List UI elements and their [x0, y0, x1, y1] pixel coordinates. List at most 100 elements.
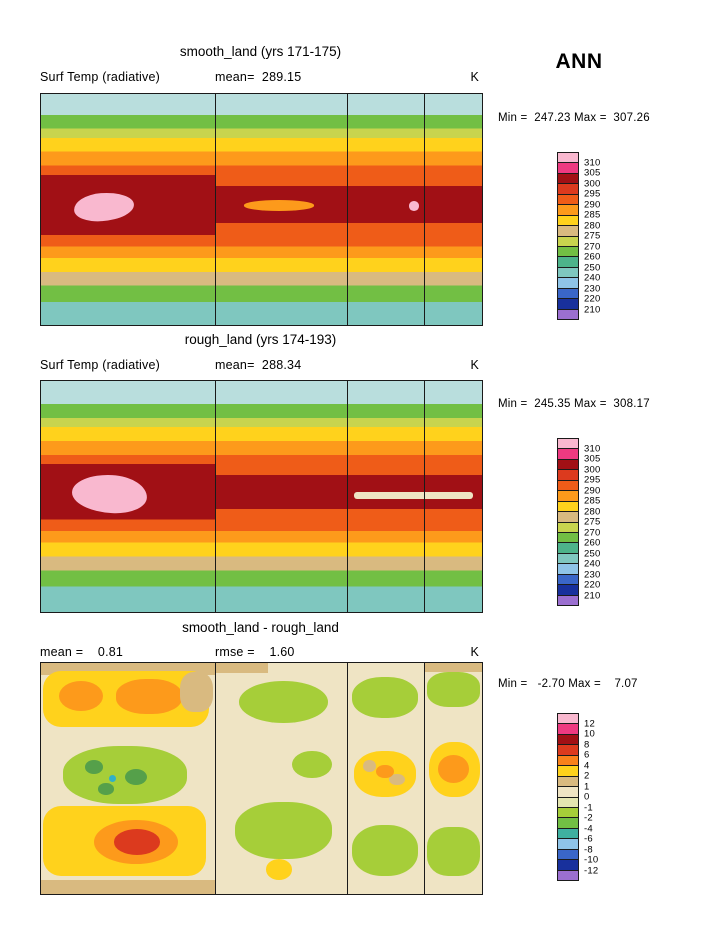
- colorbar-tick-label: -4: [584, 823, 593, 834]
- basin-divider-line: [346, 663, 348, 894]
- colorbar-tick-label: 8: [584, 739, 590, 750]
- panel2-mean-label: mean= 288.34: [215, 358, 302, 372]
- contour-blob: [351, 676, 419, 719]
- contour-blob: [376, 764, 394, 779]
- contour-blob: [265, 859, 293, 881]
- panel1-header-row: Surf Temp (radiative) mean= 289.15 K: [40, 70, 481, 85]
- contour-blob: [239, 681, 328, 724]
- colorbar-tick-label: -10: [584, 854, 599, 866]
- colorbar-box: [557, 869, 579, 881]
- colorbar-tick-label: 260: [584, 251, 601, 263]
- panel3-difference-map: [40, 662, 483, 895]
- panel3-rmse-label: rmse = 1.60: [215, 645, 295, 659]
- colorbar-tick-label: 280: [584, 506, 601, 517]
- contour-blob: [179, 672, 213, 712]
- contour-blob: [109, 775, 117, 782]
- colorbar-tick-label: 285: [584, 209, 601, 221]
- colorbar-tick-label: 12: [584, 718, 595, 729]
- contour-blob: [41, 663, 215, 675]
- panel3-header-row: mean = 0.81 rmse = 1.60 K: [40, 645, 481, 660]
- colorbar-tick-label: 305: [584, 167, 601, 179]
- basin-divider-line: [214, 663, 216, 894]
- contour-band-overlay: [214, 223, 482, 235]
- colorbar-tick-label: -6: [584, 833, 593, 845]
- max-temp-pink-dot: [409, 201, 419, 211]
- colorbar-tick-label: 0: [584, 791, 590, 803]
- contour-blob: [124, 769, 147, 786]
- contour-blob: [113, 829, 161, 855]
- panel1-mean-label: mean= 289.15: [215, 70, 302, 84]
- colorbar-tick-label: -8: [584, 844, 593, 855]
- panel1-minmax-label: Min = 247.23 Max = 307.26: [498, 112, 650, 124]
- panel2-variable-label: Surf Temp (radiative): [40, 358, 160, 372]
- contour-blob: [235, 801, 333, 860]
- panel2-title: rough_land (yrs 174-193): [184, 332, 337, 347]
- panel1-contour-map: [40, 93, 483, 326]
- colorbar-tick-label: 230: [584, 569, 601, 580]
- panel1-variable-label: Surf Temp (radiative): [40, 70, 160, 84]
- colorbar-tick-label: 270: [584, 527, 601, 538]
- colorbar-tick-label: 300: [584, 178, 601, 189]
- colorbar-tick-label: 250: [584, 548, 601, 559]
- contour-blob: [362, 760, 377, 772]
- contour-blob: [424, 663, 482, 673]
- panel1-units-label: K: [470, 70, 479, 84]
- colorbar-tick-label: 295: [584, 188, 601, 200]
- colorbar-tick-label: 220: [584, 579, 601, 591]
- panel3-colorbar: 12 10 8 6 4 2 1 0 -1 -2 -4 -6 -8 -10 -12: [557, 713, 598, 881]
- basin-divider-line: [214, 94, 216, 325]
- season-title: ANN: [555, 50, 603, 73]
- colorbar-tick-label: 285: [584, 495, 601, 507]
- colorbar-box: [557, 308, 579, 320]
- colorbar-tick-label: 260: [584, 537, 601, 549]
- colorbar-tick-label: 275: [584, 230, 601, 242]
- colorbar-tick-label: 290: [584, 485, 601, 496]
- contour-blob: [41, 880, 215, 894]
- colorbar-tick-label: 240: [584, 558, 601, 570]
- contour-blob: [85, 760, 103, 774]
- colorbar-tick-label: 295: [584, 474, 601, 486]
- colorbar-tick-label: 310: [584, 443, 601, 454]
- colorbar-box: [557, 594, 579, 606]
- contour-blob: [426, 672, 480, 707]
- colorbar-tick-label: 10: [584, 728, 595, 740]
- panel1-title: smooth_land (yrs 171-175): [179, 44, 342, 59]
- contour-band-overlay: [214, 509, 482, 520]
- colorbar-tick-label: 210: [584, 590, 601, 601]
- contour-blob: [243, 200, 315, 211]
- contour-gap: [354, 491, 474, 499]
- panel1-colorbar: 310 305 300 295 290 285 280 275 270 260 250 240 230 2…: [557, 152, 600, 320]
- colorbar-tick-label: 2: [584, 770, 590, 782]
- panel2-units-label: K: [470, 358, 479, 372]
- basin-divider-line: [423, 381, 425, 612]
- contour-blob: [389, 773, 405, 786]
- panel2-minmax-label: Min = 245.35 Max = 308.17: [498, 398, 650, 410]
- colorbar-tick-label: 280: [584, 220, 601, 231]
- colorbar-tick-label: 230: [584, 283, 601, 294]
- contour-blob: [214, 663, 268, 674]
- contour-blob: [426, 827, 480, 876]
- colorbar-tick-label: 270: [584, 241, 601, 252]
- basin-divider-line: [214, 381, 216, 612]
- colorbar-tick-label: -1: [584, 802, 593, 813]
- max-temp-pink-blob: [73, 191, 135, 224]
- contour-blob: [351, 824, 419, 876]
- max-temp-pink-blob: [70, 472, 148, 515]
- basin-divider-line: [346, 94, 348, 325]
- contour-blob: [58, 681, 103, 712]
- contour-blob: [115, 679, 183, 714]
- panel3-title: smooth_land - rough_land: [182, 620, 339, 635]
- colorbar-tick-label: 310: [584, 157, 601, 168]
- colorbar-tick-label: 300: [584, 464, 601, 475]
- colorbar-tick-label: -12: [584, 865, 599, 876]
- colorbar-tick-label: -2: [584, 812, 593, 824]
- colorbar-tick-label: 1: [584, 781, 590, 792]
- panel2-colorbar: 310 305 300 295 290 285 280 275 270 260 250 240 230 2…: [557, 438, 600, 606]
- panel3-mean-label: mean = 0.81: [40, 645, 124, 659]
- basin-divider-line: [423, 663, 425, 894]
- colorbar-tick-label: 220: [584, 293, 601, 305]
- panel2-header-row: Surf Temp (radiative) mean= 288.34 K: [40, 358, 481, 373]
- colorbar-tick-label: 210: [584, 304, 601, 315]
- basin-divider-line: [423, 94, 425, 325]
